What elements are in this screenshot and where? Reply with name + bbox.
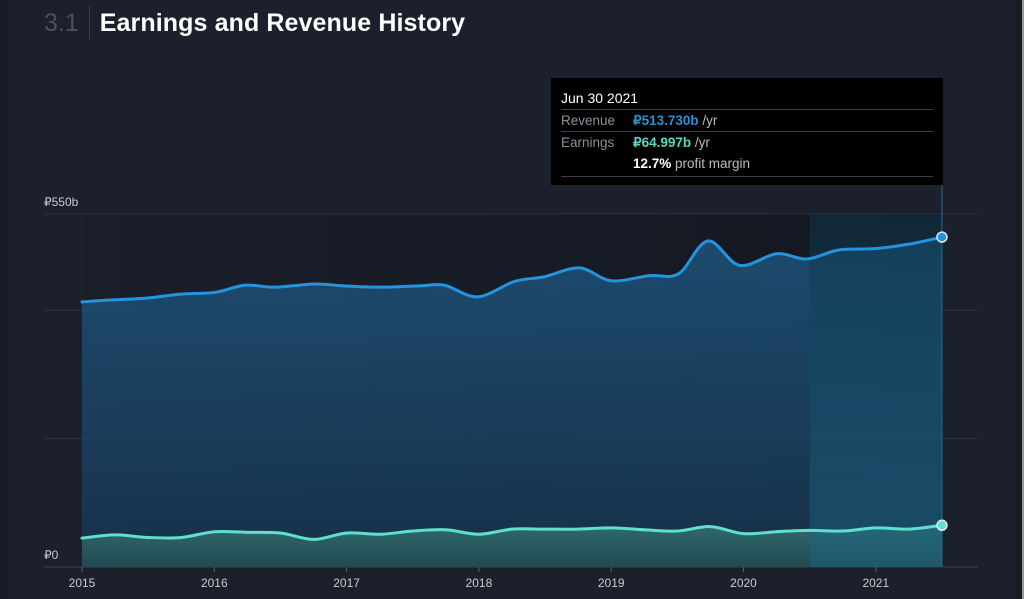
x-tick-label: 2015 xyxy=(69,576,96,590)
chart-tooltip: Jun 30 2021 Revenue ₽513.730b /yr Earnin… xyxy=(551,78,943,185)
x-tick-label: 2021 xyxy=(862,576,889,590)
tooltip-earnings: ₽64.997b /yr xyxy=(633,135,710,151)
tooltip-revenue-value: ₽513.730b xyxy=(633,113,699,128)
tooltip-margin-text: profit margin xyxy=(671,156,751,171)
earnings-area xyxy=(82,525,942,567)
tooltip-divider xyxy=(561,176,933,177)
revenue-line xyxy=(80,235,944,304)
revenue-marker[interactable] xyxy=(936,231,948,243)
tooltip-revenue: ₽513.730b /yr xyxy=(633,113,717,129)
earnings-line xyxy=(80,523,944,541)
tooltip-date: Jun 30 2021 xyxy=(561,90,639,106)
x-tick-label: 2018 xyxy=(466,576,493,590)
x-tick-label: 2016 xyxy=(201,576,228,590)
earnings-marker[interactable] xyxy=(936,519,948,532)
section-number: 3.1 xyxy=(44,6,90,40)
tooltip-earnings-unit: /yr xyxy=(691,135,710,150)
x-tick-label: 2020 xyxy=(730,576,757,590)
left-panel-edge xyxy=(0,0,8,599)
tooltip-divider xyxy=(561,131,933,132)
y-tick-label: ₽0 xyxy=(44,548,59,562)
y-tick-label: ₽550b xyxy=(44,195,79,209)
revenue-area xyxy=(82,237,942,567)
highlight-band xyxy=(809,214,942,567)
tooltip-revenue-label: Revenue xyxy=(561,113,616,128)
x-tick-label: 2019 xyxy=(598,576,625,590)
tooltip-earnings-value: ₽64.997b xyxy=(633,135,692,150)
tooltip-divider xyxy=(561,109,933,110)
section-header: 3.1 Earnings and Revenue History xyxy=(44,6,465,40)
tooltip-earnings-label: Earnings xyxy=(561,135,615,150)
right-panel-edge xyxy=(1016,0,1022,599)
x-tick-label: 2017 xyxy=(333,576,360,590)
tooltip-revenue-unit: /yr xyxy=(698,113,718,128)
scrollbar[interactable] xyxy=(1022,0,1024,599)
tooltip-margin-value: 12.7% xyxy=(633,156,672,171)
tooltip-margin: 12.7% profit margin xyxy=(633,156,750,171)
page-title: Earnings and Revenue History xyxy=(99,9,466,37)
